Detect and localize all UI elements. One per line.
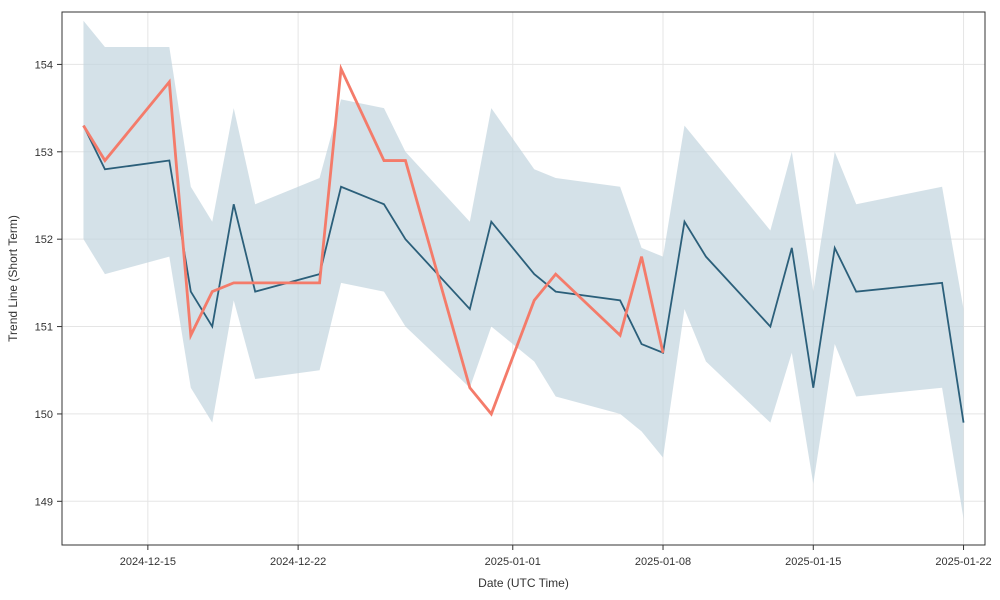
trend-chart: 149 150 151 152 153 154 2024-12-15 2024-12-22 20… [0, 0, 1000, 600]
xtick-label: 2025-01-08 [635, 556, 691, 568]
xtick-label: 2025-01-15 [785, 556, 841, 568]
ytick-label: 154 [35, 59, 53, 71]
chart-svg: 149 150 151 152 153 154 2024-12-15 2024-12-22 20… [0, 0, 1000, 600]
xtick-label: 2024-12-22 [270, 556, 326, 568]
ytick-label: 152 [35, 234, 53, 246]
ytick-label: 151 [35, 322, 53, 334]
xtick-label: 2025-01-22 [935, 556, 991, 568]
xtick-label: 2025-01-01 [485, 556, 541, 568]
y-axis-label: Trend Line (Short Term) [6, 215, 20, 342]
xtick-label: 2024-12-15 [120, 556, 176, 568]
x-axis-label: Date (UTC Time) [478, 576, 569, 590]
ytick-label: 153 [35, 147, 53, 159]
ytick-label: 149 [35, 496, 53, 508]
ytick-label: 150 [35, 409, 53, 421]
